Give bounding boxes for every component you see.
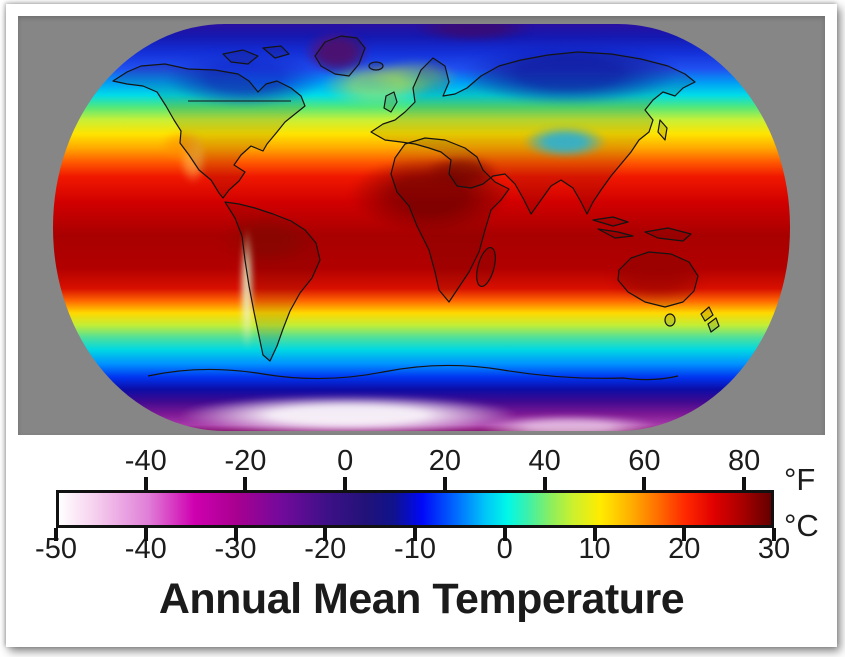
celsius-tick-tickmark [413, 528, 417, 541]
celsius-tick-tickmark [772, 528, 776, 541]
fahrenheit-tick-label: 0 [337, 445, 354, 477]
celsius-tick-tickmark [592, 528, 597, 541]
fahrenheit-tick-tickmark [642, 477, 647, 490]
figure-title: Annual Mean Temperature [158, 575, 685, 623]
celsius-tick-tickmark [323, 528, 328, 541]
new-guinea-outline [644, 227, 692, 242]
japan-outline [657, 119, 668, 141]
madagascar-outline [476, 246, 496, 288]
celsius-unit-label: °C [784, 508, 819, 543]
north-america-outline [112, 63, 306, 199]
fahrenheit-tick-tickmark [243, 477, 248, 490]
fahrenheit-tick-label: 20 [428, 445, 462, 477]
indonesia-outline [592, 216, 629, 227]
greenland-outline [314, 35, 366, 77]
africa-outline [390, 137, 510, 303]
fahrenheit-tick-tickmark [343, 477, 348, 490]
framed-figure: -40 -20 0 20 40 60 80 -50 -40 -30 -20 -10 0 10 20 30 °… [6, 4, 837, 647]
eurasia-outline [370, 51, 696, 215]
fahrenheit-unit-label: °F [784, 462, 816, 497]
celsius-tick-label: 0 [496, 533, 513, 565]
fahrenheit-tick-label: 40 [528, 445, 561, 477]
south-america-outline [224, 201, 321, 362]
fahrenheit-tick-label: -40 [124, 445, 167, 477]
map-panel [18, 16, 825, 435]
antarctica-coast-outline [147, 364, 679, 381]
fahrenheit-tick-label: 80 [727, 445, 761, 477]
celsius-tick-tickmark [54, 528, 58, 541]
indonesia-outline [597, 228, 634, 239]
fahrenheit-tick-label: 60 [628, 445, 661, 477]
new-zealand-outline [707, 317, 720, 333]
fahrenheit-tick-label: -20 [224, 445, 267, 477]
temperature-legend: -40 -20 0 20 40 60 80 -50 -40 -30 -20 -10 0 10 20 30 °… [18, 435, 825, 635]
celsius-tick-tickmark [502, 528, 507, 541]
colorbar [56, 490, 774, 528]
celsius-tick-tickmark [143, 528, 148, 541]
fahrenheit-tick-tickmark [542, 477, 547, 490]
arctic-islands-outline [262, 45, 290, 59]
uk-outline [383, 91, 398, 113]
celsius-tick-tickmark [233, 528, 238, 541]
arctic-islands-outline [222, 49, 259, 65]
australia-outline [617, 251, 699, 308]
continent-outlines [112, 35, 720, 381]
fahrenheit-tick-tickmark [442, 477, 447, 490]
iceland-outline [368, 61, 384, 71]
world-map [53, 24, 790, 431]
tasmania-outline [664, 313, 676, 327]
new-zealand-outline [700, 306, 714, 322]
fahrenheit-tick-tickmark [143, 477, 148, 490]
celsius-tick-tickmark [682, 528, 687, 541]
fahrenheit-tick-tickmark [742, 477, 747, 490]
